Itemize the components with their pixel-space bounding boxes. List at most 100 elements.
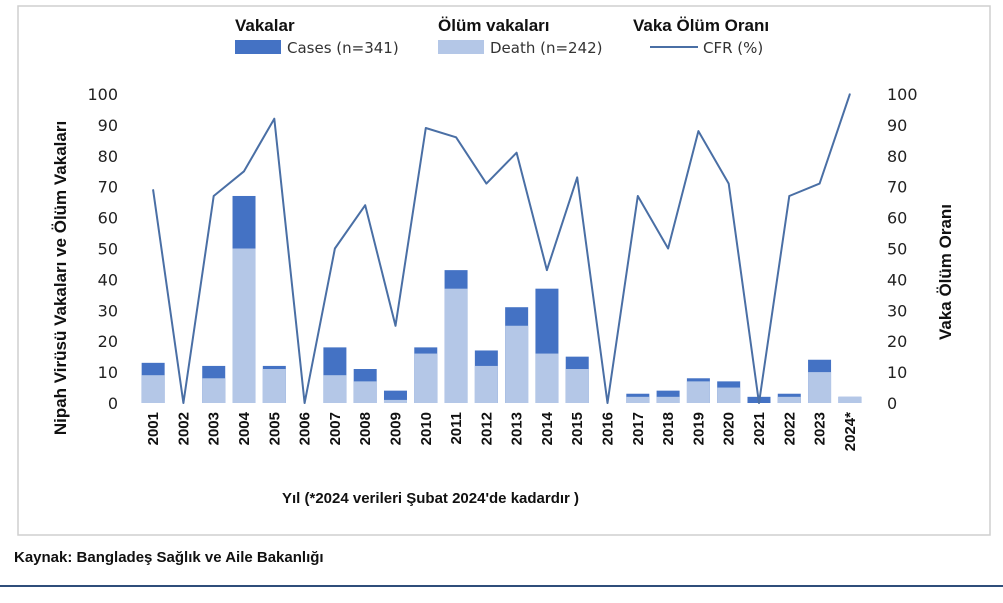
legend-title-cases: Vakalar	[235, 16, 295, 35]
cfr-point-2003	[212, 195, 215, 197]
cfr-point-2013	[515, 151, 518, 154]
x-tick-2001: 2001	[145, 412, 162, 445]
cfr-point-2024*	[849, 93, 851, 95]
y-tick-right-50: 50	[887, 240, 907, 259]
bar-death-2008	[353, 381, 377, 403]
y-tick-right-90: 90	[887, 116, 907, 135]
cfr-point-2020	[727, 182, 730, 185]
cfr-point-2012	[485, 182, 488, 185]
bar-death-2022	[777, 396, 801, 403]
legend-title-death: Ölüm vakaları	[438, 16, 550, 35]
bar-death-2017	[626, 396, 650, 403]
cfr-point-2018	[667, 247, 669, 250]
y-tick-left-10: 10	[98, 363, 118, 382]
cfr-point-2023	[818, 182, 821, 185]
y-tick-right-80: 80	[887, 147, 907, 166]
x-tick-2010: 2010	[418, 412, 435, 445]
x-tick-2012: 2012	[478, 412, 495, 445]
y-tick-right-20: 20	[887, 332, 907, 351]
bar-death-2001	[141, 375, 165, 403]
cfr-line	[152, 93, 851, 404]
x-tick-2019: 2019	[690, 412, 707, 445]
legend-label-death: Death (n=242)	[490, 39, 603, 57]
legend-swatch-death	[438, 40, 484, 54]
x-tick-2006: 2006	[297, 412, 314, 445]
y-tick-right-30: 30	[887, 301, 907, 320]
x-tick-2009: 2009	[387, 412, 404, 445]
y-tick-left-0: 0	[108, 394, 118, 413]
cfr-point-2016	[606, 402, 609, 404]
x-tick-2013: 2013	[509, 412, 526, 445]
bars	[141, 195, 862, 403]
bar-death-2007	[323, 375, 347, 403]
cfr-point-2021	[758, 402, 760, 404]
bar-death-2024*	[838, 396, 862, 403]
cfr-point-2017	[637, 195, 639, 197]
cfr-point-2019	[697, 130, 700, 132]
y-tick-right-40: 40	[887, 270, 907, 289]
bar-death-2019	[686, 381, 710, 403]
y-tick-left-30: 30	[98, 301, 118, 320]
source-note: Kaynak: Bangladeş Sağlık ve Aile Bakanlı…	[14, 549, 324, 566]
bar-death-2013	[505, 325, 529, 403]
cfr-point-2015	[576, 176, 579, 179]
bar-death-2009	[383, 399, 407, 403]
y-tick-left-80: 80	[98, 147, 118, 166]
x-tick-2018: 2018	[660, 412, 677, 445]
y-tick-left-70: 70	[98, 178, 118, 197]
cfr-point-2007	[334, 247, 336, 250]
bottom-rule	[0, 585, 1003, 587]
legend-label-cases: Cases (n=341)	[287, 39, 399, 57]
y-tick-right-60: 60	[887, 209, 907, 228]
legend-swatch-cases	[235, 40, 281, 54]
y-tick-left-60: 60	[98, 209, 118, 228]
legend: Vakalar Cases (n=341) Ölüm vakaları Deat…	[235, 16, 769, 57]
bar-death-2015	[565, 369, 589, 403]
x-tick-2007: 2007	[327, 412, 344, 445]
y-tick-right-100: 100	[887, 85, 918, 104]
x-tick-2024*: 2024*	[842, 412, 859, 451]
cfr-point-2011	[455, 136, 457, 139]
bar-death-2014	[535, 353, 559, 403]
x-tick-2002: 2002	[175, 412, 192, 445]
x-axis: 2001 2002 2003 2004 2005 2006 2007 2008 2009 2010…	[145, 411, 859, 451]
x-axis-title: Yıl (*2024 verileri Şubat 2024'de kadard…	[282, 490, 579, 507]
y-axis-title-right: Vaka Ölüm Oranı	[936, 204, 955, 340]
cfr-point-2002	[182, 402, 185, 404]
cfr-point-2009	[394, 324, 397, 327]
x-tick-2017: 2017	[630, 412, 647, 445]
cfr-point-2006	[303, 402, 306, 404]
x-tick-2023: 2023	[812, 412, 829, 445]
bar-death-2023	[808, 372, 832, 403]
bar-death-2011	[444, 288, 468, 403]
y-tick-left-50: 50	[98, 240, 118, 259]
legend-label-cfr: CFR (%)	[703, 39, 763, 57]
y-tick-left-100: 100	[87, 85, 118, 104]
bar-death-2018	[656, 396, 680, 403]
cfr-point-2005	[273, 117, 276, 120]
y-tick-left-90: 90	[98, 116, 118, 135]
x-tick-2015: 2015	[569, 412, 586, 445]
y-tick-right-0: 0	[887, 394, 897, 413]
y-tick-right-10: 10	[887, 363, 907, 382]
x-tick-2014: 2014	[539, 411, 556, 445]
cfr-point-2001	[152, 188, 154, 191]
bar-death-2020	[717, 387, 741, 403]
cfr-point-2014	[546, 269, 548, 271]
y-tick-left-20: 20	[98, 332, 118, 351]
chart-frame	[17, 5, 991, 536]
bar-death-2012	[474, 365, 498, 403]
y-axis-right: 0 10 20 30 40 50 60 70 80 90 100	[887, 85, 918, 413]
x-tick-2022: 2022	[781, 412, 798, 445]
bar-death-2010	[414, 353, 438, 403]
x-tick-2011: 2011	[448, 412, 465, 445]
x-tick-2003: 2003	[206, 412, 223, 445]
x-tick-2016: 2016	[600, 412, 617, 445]
bar-death-2003	[202, 378, 226, 403]
x-tick-2005: 2005	[266, 412, 283, 445]
x-tick-2004: 2004	[236, 411, 253, 445]
x-tick-2008: 2008	[357, 412, 374, 445]
bar-death-2004	[232, 248, 256, 403]
y-axis-left: 0 10 20 30 40 50 60 70 80 90 100	[87, 85, 118, 413]
